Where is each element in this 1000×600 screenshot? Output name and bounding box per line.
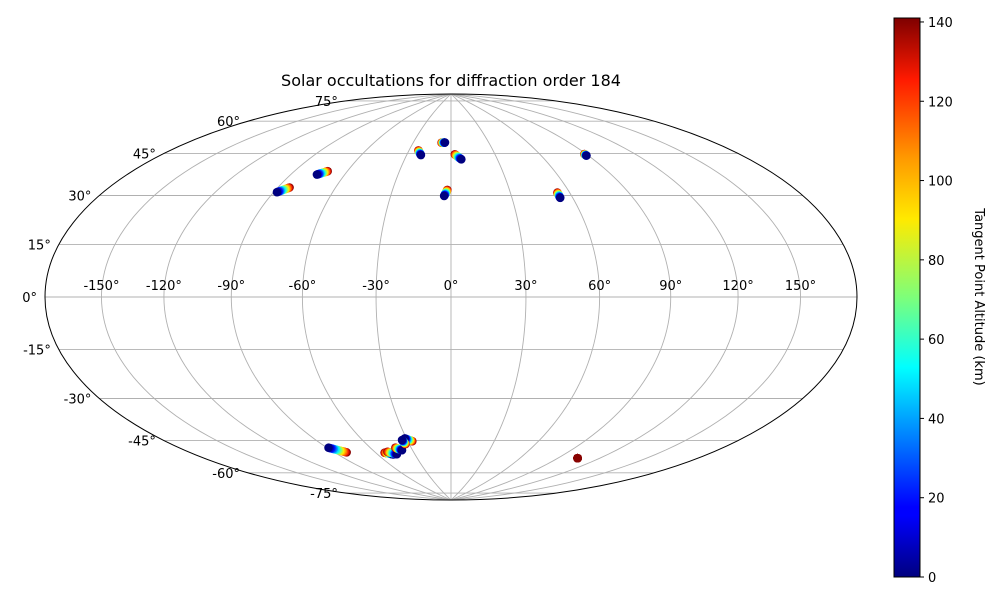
longitude-tick-labels: -150° -120° -90° -60° -30° 0° 30° 60° 90° 120° 150…: [83, 279, 816, 294]
latitude-tick-label: 0°: [22, 291, 37, 306]
occultation-point: [555, 193, 565, 203]
longitude-tick-label: -30°: [362, 279, 390, 294]
latitude-tick-labels: 75°60°45°30°15°0°-15°-30°-45°-60°-75°: [22, 95, 338, 502]
longitude-tick-label: -150°: [83, 279, 119, 294]
map-boundary: [44, 93, 858, 501]
longitude-tick-label: 30°: [514, 279, 537, 294]
colorbar-tick-label: 60: [928, 333, 945, 348]
colorbar-tick-label: 140: [928, 16, 953, 31]
map-grid: [45, 94, 857, 500]
latitude-tick-label: -15°: [23, 344, 51, 359]
colorbar-tick-label: 0: [928, 571, 936, 586]
longitude-tick-label: 150°: [785, 279, 816, 294]
latitude-tick-label: -45°: [128, 435, 156, 450]
colorbar-tick-label: 40: [928, 412, 945, 427]
occultation-point: [573, 453, 582, 463]
longitude-tick-label: -120°: [146, 279, 182, 294]
longitude-tick-label: 0°: [444, 279, 459, 294]
chart-title: Solar occultations for diffraction order…: [281, 71, 621, 90]
latitude-tick-label: 30°: [68, 190, 91, 205]
longitude-tick-label: -60°: [289, 279, 317, 294]
colorbar-tick-label: 120: [928, 95, 953, 110]
longitude-tick-label: 60°: [588, 279, 611, 294]
longitude-tick-label: -90°: [217, 279, 245, 294]
latitude-tick-label: 75°: [315, 95, 338, 110]
colorbar-tick-label: 20: [928, 492, 945, 507]
occultation-point: [416, 150, 426, 160]
occultation-point: [312, 170, 322, 179]
latitude-tick-label: -30°: [64, 393, 92, 408]
occultation-point: [439, 191, 449, 201]
colorbar-tick-label: 100: [928, 175, 953, 190]
colorbar-gradient: [893, 17, 921, 578]
occultation-point: [582, 151, 591, 160]
longitude-tick-label: 120°: [722, 279, 753, 294]
colorbar: 0 20 40 60 80 100 120 140 Tangent Point Altitud…: [893, 16, 986, 586]
colorbar-tick-label: 80: [928, 254, 945, 269]
occultation-points: [272, 138, 591, 463]
occultation-point: [324, 443, 333, 453]
latitude-tick-label: 15°: [28, 238, 51, 253]
colorbar-ticks: 0 20 40 60 80 100 120 140: [920, 16, 953, 586]
occultation-point: [457, 155, 466, 164]
occultation-point: [440, 138, 450, 147]
occultation-point: [397, 435, 407, 445]
latitude-tick-label: 45°: [133, 147, 156, 162]
longitude-tick-label: 90°: [659, 279, 682, 294]
latitude-tick-label: 60°: [217, 115, 240, 130]
latitude-tick-label: -60°: [212, 467, 240, 482]
colorbar-label: Tangent Point Altitude (km): [971, 207, 986, 385]
occultation-point: [272, 187, 282, 197]
